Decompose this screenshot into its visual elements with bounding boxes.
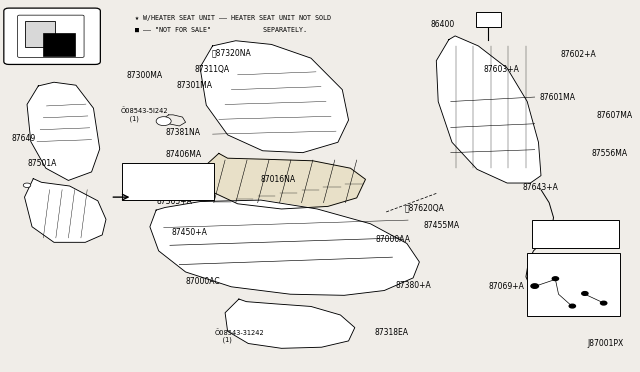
- Text: ✨87320NA: ✨87320NA: [211, 49, 251, 58]
- Polygon shape: [24, 179, 106, 242]
- Polygon shape: [436, 36, 541, 183]
- Text: J87001PX: J87001PX: [588, 339, 623, 349]
- Bar: [476, 12, 501, 28]
- Text: Õ08543-5l242: Õ08543-5l242: [124, 167, 169, 173]
- Text: 87016NA: 87016NA: [261, 175, 296, 184]
- Text: 87607MA: 87607MA: [596, 111, 633, 120]
- Text: ★ W/HEATER SEAT UNIT —— HEATER SEAT UNIT NOT SOLD: ★ W/HEATER SEAT UNIT —— HEATER SEAT UNIT…: [136, 15, 332, 21]
- Text: 87380+A: 87380+A: [396, 281, 431, 290]
- Text: 87318EA: 87318EA: [375, 327, 409, 337]
- Text: ■ —— "NOT FOR SALE"             SEPARATELY.: ■ —— "NOT FOR SALE" SEPARATELY.: [136, 27, 307, 33]
- Text: (2): (2): [545, 234, 554, 239]
- Bar: [122, 163, 214, 200]
- Text: Õ08543-31242
    (1): Õ08543-31242 (1): [214, 329, 264, 343]
- Text: 87311QA: 87311QA: [195, 65, 230, 74]
- Text: 87649: 87649: [12, 134, 36, 143]
- Text: 87300MA: 87300MA: [126, 71, 162, 80]
- Circle shape: [531, 284, 538, 288]
- Text: Ð08918-60610: Ð08918-60610: [534, 226, 580, 231]
- Text: 87601MA: 87601MA: [540, 93, 576, 102]
- Polygon shape: [202, 153, 365, 209]
- Circle shape: [582, 292, 588, 295]
- Text: 87501A: 87501A: [27, 158, 56, 167]
- Bar: [527, 253, 620, 317]
- Polygon shape: [225, 299, 355, 348]
- Text: 9B5H1: 9B5H1: [565, 255, 590, 264]
- Text: ✨87620QA: ✨87620QA: [404, 204, 444, 213]
- Circle shape: [552, 277, 559, 280]
- Text: 87643+A: 87643+A: [522, 183, 558, 192]
- Text: 87556MA: 87556MA: [591, 149, 627, 158]
- Text: 87602+A: 87602+A: [561, 50, 596, 59]
- Text: 87365+A: 87365+A: [156, 198, 192, 206]
- Text: 87603+A: 87603+A: [483, 65, 519, 74]
- Text: Õ08543-5l242
    (1): Õ08543-5l242 (1): [121, 108, 169, 122]
- Text: 87455MA: 87455MA: [423, 221, 460, 230]
- Polygon shape: [200, 41, 349, 153]
- Circle shape: [156, 117, 171, 126]
- Polygon shape: [150, 200, 419, 295]
- Text: 87000AA: 87000AA: [376, 235, 410, 244]
- Text: 87450+A: 87450+A: [171, 228, 207, 237]
- Text: 87406MA: 87406MA: [166, 150, 202, 159]
- Circle shape: [23, 183, 31, 187]
- Text: 87000AC: 87000AC: [186, 277, 220, 286]
- Bar: [24, 22, 54, 46]
- Text: 86400: 86400: [430, 20, 454, 29]
- Polygon shape: [27, 82, 100, 180]
- Bar: [44, 33, 75, 55]
- Text: 87301MA: 87301MA: [177, 81, 213, 90]
- FancyBboxPatch shape: [4, 8, 100, 64]
- Text: 87381NA: 87381NA: [166, 128, 200, 137]
- Text: (2): (2): [124, 176, 133, 181]
- Circle shape: [600, 301, 607, 305]
- Bar: [532, 221, 619, 248]
- Circle shape: [569, 304, 575, 308]
- Text: 87069+A: 87069+A: [488, 282, 524, 291]
